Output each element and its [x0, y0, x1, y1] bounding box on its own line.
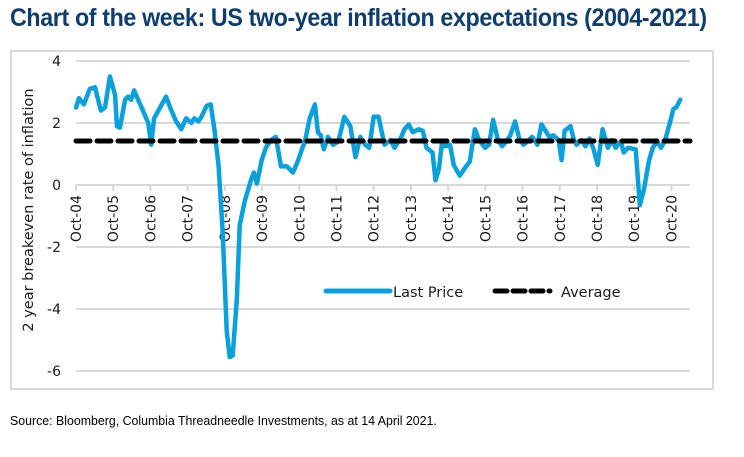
- x-tick-label: Oct-10: [292, 195, 308, 242]
- y-tick-label: 2: [52, 116, 61, 132]
- chart-title: Chart of the week: US two-year inflation…: [10, 4, 707, 32]
- x-tick-label: Oct-15: [478, 195, 494, 242]
- x-tick-label: Oct-05: [106, 195, 122, 242]
- x-tick-label: Oct-12: [367, 195, 383, 242]
- source-note: Source: Bloomberg, Columbia Threadneedle…: [10, 413, 437, 428]
- y-tick-label: -2: [47, 240, 61, 256]
- legend-label-last-price: Last Price: [393, 285, 463, 301]
- y-tick-label: -6: [47, 364, 61, 380]
- y-tick-label: 4: [52, 54, 61, 70]
- x-axis: Oct-04 Oct-05 Oct-06 Oct-07 Oct-08 Oct-09 Oct-…: [69, 185, 680, 242]
- x-tick-label: Oct-07: [181, 195, 197, 242]
- x-tick-label: Oct-17: [553, 195, 569, 242]
- x-tick-label: Oct-11: [329, 195, 345, 242]
- y-tick-labels: 4 2 0 -2 -4 -6: [47, 54, 61, 380]
- x-tick-label: Oct-16: [516, 195, 532, 242]
- x-tick-label: Oct-18: [590, 195, 606, 242]
- y-axis-label: 2 year breakeven rate of inflation: [21, 88, 37, 331]
- x-tick-label: Oct-13: [404, 195, 420, 242]
- x-tick-label: Oct-04: [69, 195, 85, 242]
- x-tick-label: Oct-06: [143, 195, 159, 242]
- series: [73, 74, 693, 360]
- legend: Last Price Average: [323, 285, 621, 301]
- x-tick-label: Oct-14: [441, 195, 457, 242]
- y-tick-label: 0: [52, 178, 61, 194]
- x-tick-label: Oct-09: [255, 195, 271, 242]
- x-tick-label: Oct-20: [664, 195, 680, 242]
- legend-label-average: Average: [561, 285, 621, 301]
- chart-frame: [10, 50, 714, 390]
- y-tick-label: -4: [47, 302, 61, 318]
